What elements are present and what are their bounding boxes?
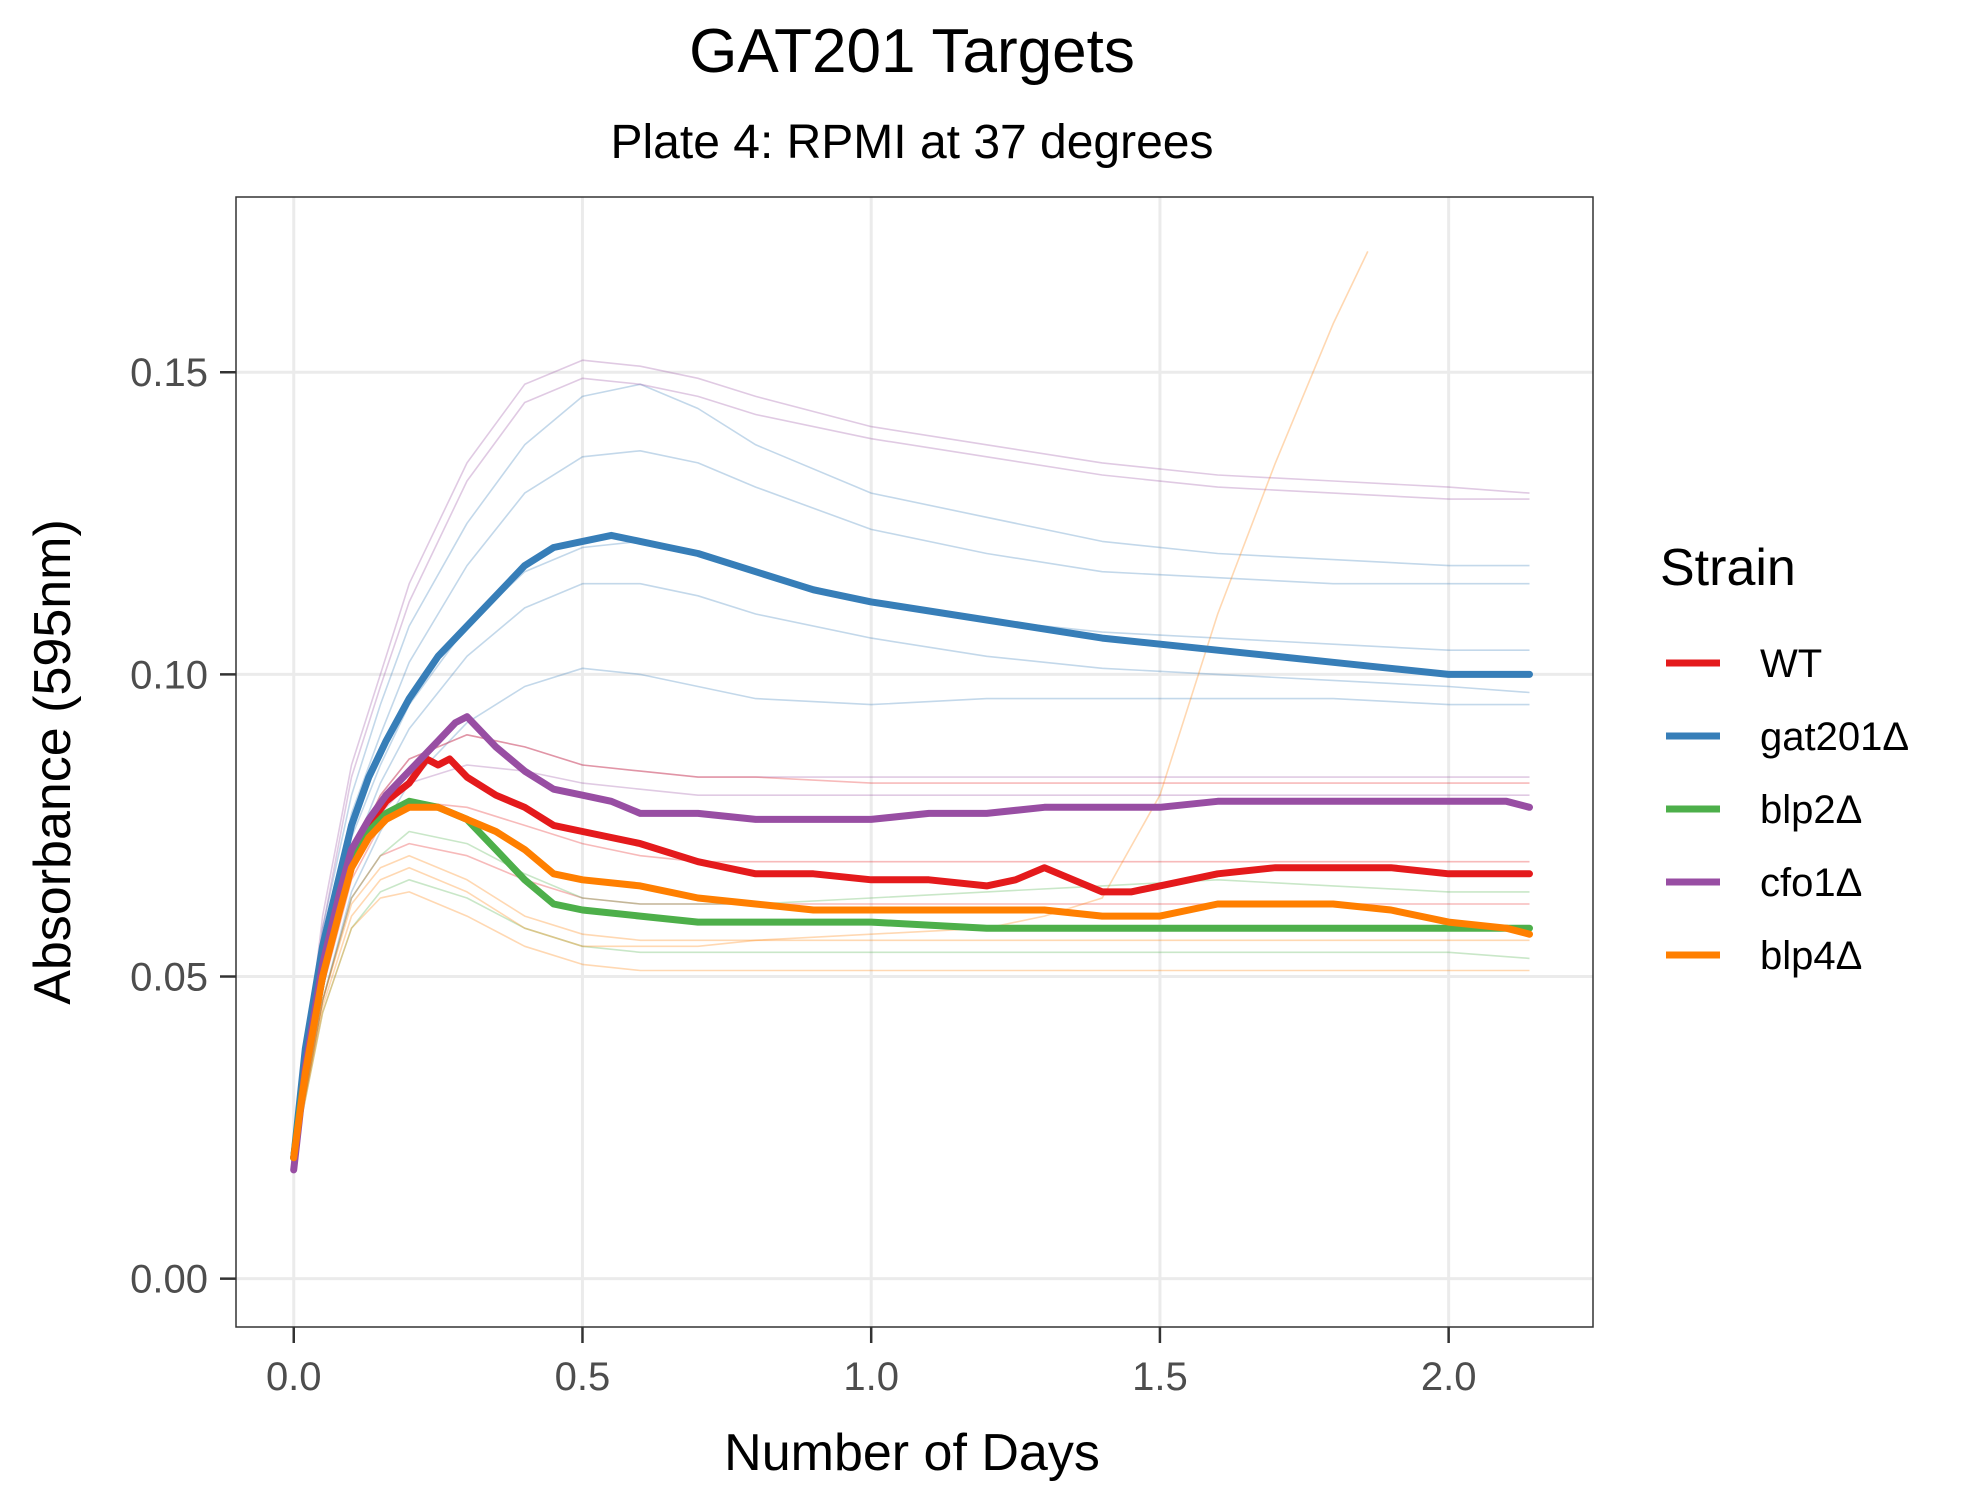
x-axis-title: Number of Days: [724, 1424, 1100, 1482]
series-lines: [290, 531, 1533, 1174]
legend: Strain WT gat201Δ blp2Δ cfo1Δ blp4Δ: [1660, 539, 1909, 978]
legend-label: blp2Δ: [1760, 788, 1862, 832]
x-tick-label: 1.5: [1132, 1355, 1188, 1399]
y-axis: 0.00 0.05 0.10 0.15: [130, 351, 236, 1302]
legend-label: WT: [1760, 642, 1822, 686]
plot-panel-border: [235, 196, 1594, 1328]
series-line: [290, 755, 1533, 1162]
y-axis-title: Absorbance (595nm): [24, 519, 82, 1005]
grid-lines: [236, 197, 1593, 1327]
legend-title: Strain: [1660, 539, 1796, 597]
x-tick-label: 0.5: [555, 1355, 611, 1399]
legend-label: blp4Δ: [1760, 934, 1862, 978]
replicate-line: [292, 891, 1530, 1158]
series-line: [290, 531, 1533, 1162]
replicate-line: [292, 582, 1530, 1158]
series-line: [290, 713, 1533, 1174]
x-tick-label: 0.0: [266, 1355, 322, 1399]
series-line: [290, 803, 1533, 1162]
replicate-line: [292, 879, 1530, 1158]
replicate-line: [292, 800, 1530, 1158]
replicate-line: [292, 830, 1530, 1158]
y-tick-label: 0.05: [130, 956, 208, 1000]
replicate-line: [292, 251, 1369, 1158]
replicate-line: [292, 450, 1530, 1158]
y-tick-label: 0.10: [130, 653, 208, 697]
replicate-line: [292, 383, 1530, 1158]
x-tick-label: 1.0: [843, 1355, 899, 1399]
chart-title: GAT201 Targets: [689, 17, 1135, 86]
replicate-line: [292, 667, 1530, 1158]
series-line: [290, 797, 1533, 1162]
legend-label: gat201Δ: [1760, 715, 1909, 759]
replicate-line: [292, 854, 1530, 1158]
chart-subtitle: Plate 4: RPMI at 37 degrees: [611, 116, 1214, 169]
x-tick-label: 2.0: [1421, 1355, 1477, 1399]
y-tick-label: 0.00: [130, 1258, 208, 1302]
replicate-line: [292, 359, 1530, 1158]
y-tick-label: 0.15: [130, 351, 208, 395]
legend-label: cfo1Δ: [1760, 861, 1862, 905]
x-axis: 0.0 0.5 1.0 1.5 2.0: [266, 1327, 1477, 1399]
replicate-line: [292, 377, 1530, 1158]
replicate-line: [292, 842, 1530, 1158]
replicate-lines: [292, 251, 1530, 1158]
